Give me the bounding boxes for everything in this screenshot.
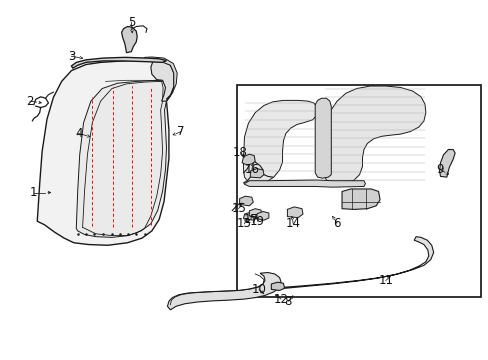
Polygon shape [341, 189, 379, 210]
Text: 13: 13 [237, 217, 251, 230]
Text: 6: 6 [333, 216, 340, 230]
Polygon shape [239, 196, 253, 206]
Polygon shape [151, 60, 173, 101]
Polygon shape [144, 57, 177, 99]
Polygon shape [279, 237, 433, 289]
Polygon shape [250, 168, 264, 178]
Text: 1: 1 [30, 186, 38, 199]
Polygon shape [322, 86, 425, 184]
Polygon shape [243, 100, 316, 184]
Text: 5: 5 [127, 16, 135, 29]
Polygon shape [315, 98, 330, 178]
Bar [237, 85, 480, 297]
Text: 18: 18 [233, 145, 247, 158]
Text: 14: 14 [285, 217, 300, 230]
Text: 4: 4 [75, 127, 82, 140]
Polygon shape [76, 80, 167, 237]
Polygon shape [271, 282, 284, 291]
Text: 11: 11 [378, 274, 393, 287]
Text: 12: 12 [273, 293, 288, 306]
Text: 3: 3 [67, 50, 75, 63]
Text: 15: 15 [231, 202, 245, 215]
Polygon shape [37, 60, 173, 245]
Text: 19: 19 [250, 215, 264, 228]
Polygon shape [242, 154, 255, 165]
Text: 9: 9 [435, 163, 443, 176]
Polygon shape [71, 57, 166, 68]
Polygon shape [287, 207, 303, 218]
Polygon shape [122, 27, 137, 53]
Text: 16: 16 [244, 163, 259, 176]
Text: 2: 2 [26, 95, 34, 108]
Polygon shape [244, 180, 365, 187]
Polygon shape [256, 212, 268, 220]
Polygon shape [249, 209, 261, 217]
Text: 17: 17 [243, 213, 258, 226]
Text: 8: 8 [284, 295, 291, 308]
Text: 10: 10 [251, 283, 266, 296]
Polygon shape [439, 149, 454, 177]
Polygon shape [243, 212, 256, 220]
Polygon shape [167, 273, 281, 310]
Text: 7: 7 [177, 125, 184, 138]
